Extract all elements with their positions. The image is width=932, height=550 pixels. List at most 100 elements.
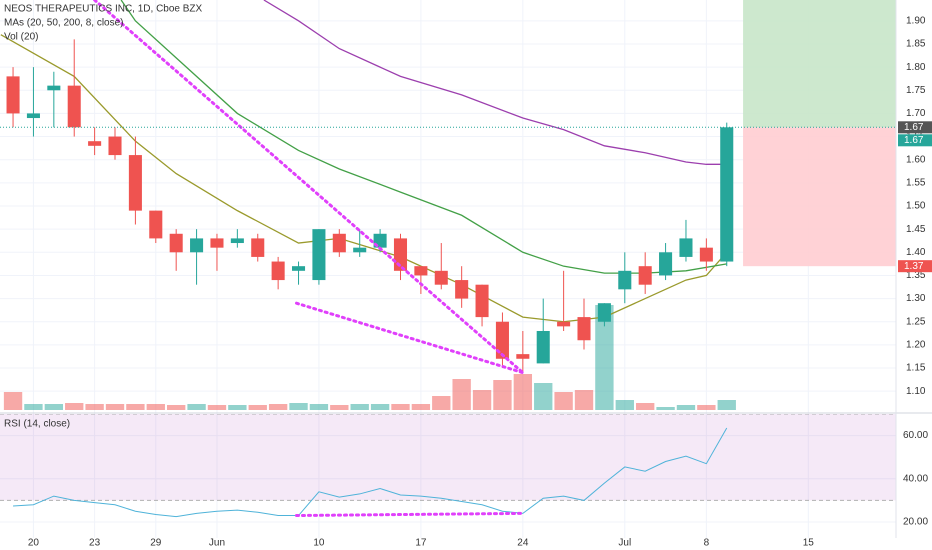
candle-body [128,155,142,211]
candle-body [312,229,326,281]
candle-body [699,247,713,262]
volume-bar [105,404,125,410]
candle-body [88,141,102,146]
axes: 1.10 1.15 1.20 1.25 1.30 1.35 1.40 1.45 1.50 1.55… [28,15,932,549]
volume-bar [697,405,716,410]
candle-body [169,233,183,253]
y-tick-label: 1.50 [906,201,926,212]
volume-bar [595,305,614,410]
volume-bar [167,405,186,410]
stop-zone [743,127,896,267]
volume-bar [248,405,267,410]
candle-body [149,210,163,239]
candle-body [495,321,509,359]
volume-bar [513,374,533,410]
main-pane [0,0,896,410]
volume-bar [554,392,573,410]
volume-bar [370,404,390,410]
price-marker-label: 1.37 [904,261,924,272]
volume-bar [350,404,369,410]
volume-bar [309,404,329,410]
volume-bar [534,383,553,410]
volume-bar [268,404,288,410]
x-tick-label: 23 [89,538,101,549]
rsi-legend: RSI (14, close) [4,419,70,430]
candle-body [332,233,346,253]
price-marker [898,134,932,147]
volume-bar [65,403,84,410]
target-zone [743,0,896,128]
y-tick-label: 1.25 [906,316,926,327]
candle-body [251,238,265,257]
candle-body [659,252,673,276]
y-tick-label: 1.15 [906,363,926,374]
volume-legend: Vol (20) [4,32,38,43]
candle-body [414,266,428,276]
candle-body [720,127,734,262]
volume-bar [146,404,165,410]
candle-body [475,284,489,318]
volume-bar [717,400,736,410]
candle-body [47,85,61,91]
x-tick-label: 15 [803,538,815,549]
x-tick-label: 17 [415,538,427,549]
candle-body [292,266,306,271]
volume-bar [452,379,471,410]
rsi-tick-label: 40.00 [903,473,928,484]
y-tick-label: 1.60 [906,154,926,165]
candle-body [67,85,81,128]
volume-bar [187,404,206,410]
volume-bar [636,403,655,410]
y-tick-label: 1.10 [906,386,926,397]
candle-body [434,270,448,285]
ma-legend: MAs (20, 50, 200, 8, close) [4,18,124,29]
candle-body [26,113,40,119]
candle-body [597,303,611,322]
moving-average [0,34,728,323]
volume-bar [615,400,634,410]
y-tick-label: 1.80 [906,62,926,73]
rsi-band [0,414,896,501]
x-tick-label: Jul [618,538,631,549]
volume-bar [432,396,451,410]
x-tick-label: 24 [517,538,529,549]
rsi-line [13,427,728,518]
candle-body [230,238,244,244]
x-tick-label: 10 [313,538,325,549]
volume-bar [574,390,594,410]
chart-title: NEOS THERAPEUTICS INC, 1D, Cboe BZX [4,4,203,15]
y-tick-label: 1.75 [906,85,926,96]
y-tick-label: 1.90 [906,15,926,26]
candle-body [6,76,20,114]
candle-body [271,261,285,281]
trendline [294,301,525,375]
rsi-pane [0,414,896,518]
volume-bar [207,405,227,410]
volume-bar [676,405,696,410]
volume-bar [472,390,492,410]
volume-bar [330,405,349,410]
candle-body [190,238,204,253]
y-tick-label: 1.55 [906,177,926,188]
candle-body [638,266,652,285]
price-marker-label: 1.67 [904,122,924,133]
volume-bar [3,392,23,410]
volume-bar [411,404,431,410]
x-tick-label: 20 [28,538,40,549]
volume-bar [44,404,64,410]
candle-body [353,247,367,253]
candle-body [679,238,693,257]
rsi-tick-label: 60.00 [903,430,928,441]
rsi-tick-label: 20.00 [903,517,928,528]
candle-body [557,321,571,327]
candle-body [577,317,591,341]
candle-body [618,270,632,290]
price-marker-label: 1.67 [904,135,924,146]
y-tick-label: 1.85 [906,39,926,50]
y-tick-label: 1.70 [906,108,926,119]
candle-body [108,136,122,156]
volume-bar [24,404,43,410]
volume-bar [493,380,512,410]
volume-bar [126,404,145,410]
